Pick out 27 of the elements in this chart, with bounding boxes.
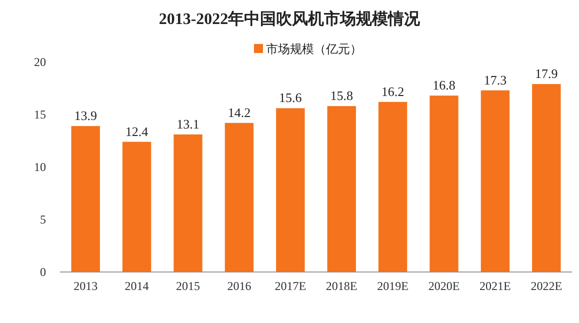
xtick: 2018E (326, 279, 358, 293)
xtick: 2017E (274, 279, 306, 293)
xtick: 2013 (74, 279, 98, 293)
xtick: 2021E (480, 279, 511, 293)
ytick: 15 (34, 108, 46, 122)
data-label: 15.8 (330, 88, 353, 104)
data-label: 13.1 (176, 116, 200, 132)
data-label: 12.4 (125, 124, 148, 139)
data-label: 15.6 (279, 90, 302, 106)
xtick: 2016 (227, 279, 252, 293)
xtick: 2019E (377, 279, 408, 293)
ytick: 10 (34, 160, 46, 174)
data-label: 16.8 (432, 78, 456, 93)
title: 2013-2022年中国吹风机市场规模情况 (158, 11, 420, 28)
ytick: 5 (40, 212, 46, 226)
ytick: 20 (34, 55, 46, 69)
xtick: 2022E (530, 279, 562, 293)
ytick: 0 (40, 265, 46, 279)
data-label: 14.2 (228, 104, 251, 120)
legend: 市场规模（亿元） (266, 42, 362, 56)
xtick: 2015 (176, 279, 200, 293)
data-label: 17.3 (484, 72, 507, 88)
xtick: 2014 (124, 279, 149, 293)
data-label: 17.9 (535, 66, 558, 82)
data-label: 13.9 (74, 108, 97, 124)
xtick: 2020E (428, 279, 460, 293)
data-label: 16.2 (381, 84, 404, 99)
